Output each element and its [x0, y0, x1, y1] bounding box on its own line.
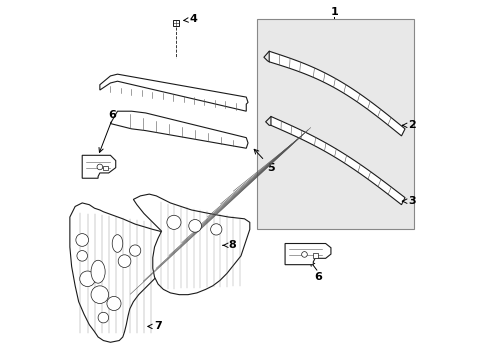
Polygon shape: [269, 51, 404, 136]
Polygon shape: [100, 74, 247, 111]
Text: 2: 2: [402, 120, 415, 130]
Text: 8: 8: [223, 240, 236, 250]
Bar: [313, 253, 318, 258]
Polygon shape: [82, 155, 116, 178]
Circle shape: [166, 215, 181, 229]
Circle shape: [118, 255, 131, 267]
Text: 7: 7: [147, 321, 162, 332]
Ellipse shape: [112, 235, 122, 252]
Circle shape: [98, 312, 108, 323]
Text: 3: 3: [402, 196, 415, 206]
Polygon shape: [70, 203, 165, 342]
Text: 1: 1: [330, 8, 338, 17]
Ellipse shape: [91, 260, 105, 283]
Text: 6: 6: [314, 272, 322, 282]
Text: 5: 5: [254, 149, 274, 173]
Circle shape: [91, 286, 108, 303]
Polygon shape: [110, 111, 247, 148]
Polygon shape: [285, 243, 330, 265]
Bar: [256, 19, 413, 229]
Circle shape: [77, 251, 87, 261]
Polygon shape: [270, 117, 404, 205]
Text: 6: 6: [108, 110, 116, 120]
Bar: [103, 166, 108, 171]
Circle shape: [76, 234, 88, 246]
Text: 4: 4: [183, 14, 197, 24]
Circle shape: [107, 296, 121, 311]
Circle shape: [210, 224, 222, 235]
Circle shape: [301, 252, 306, 257]
Polygon shape: [133, 194, 249, 294]
Circle shape: [80, 271, 95, 287]
Circle shape: [129, 245, 141, 256]
Circle shape: [97, 164, 102, 170]
Bar: [172, 20, 179, 26]
Circle shape: [188, 220, 201, 232]
